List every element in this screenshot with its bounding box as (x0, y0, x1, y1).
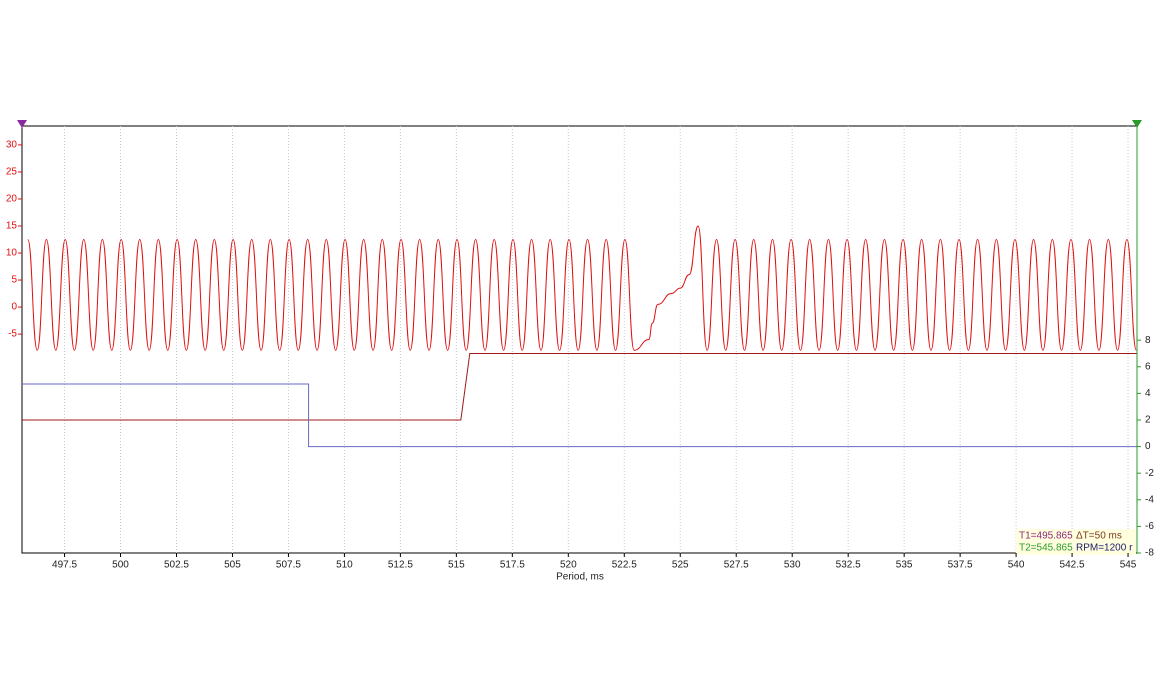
cursor-t2-marker[interactable] (1132, 120, 1142, 128)
series-line (22, 352, 1137, 421)
cursor-box (1016, 529, 1136, 555)
x-tick-label: 525 (672, 560, 689, 571)
x-tick-label: 505 (224, 560, 241, 571)
x-tick-label: 502.5 (164, 560, 189, 571)
y2-tick-label: 2 (1145, 415, 1151, 426)
x-tick-label: 512.5 (388, 560, 413, 571)
cursor-t2: T2=545.865 (1019, 543, 1073, 554)
cursor-rpm: RPM=1200 r (1076, 543, 1133, 554)
series-line (27, 225, 1137, 351)
x-tick-label: 507.5 (276, 560, 301, 571)
x-tick-label: 532.5 (836, 560, 861, 571)
cursor-t1-marker[interactable] (17, 120, 27, 128)
y2-tick-label: 6 (1145, 361, 1151, 372)
x-tick-label: 497.5 (52, 560, 77, 571)
x-tick-label: 515 (448, 560, 465, 571)
x-tick-label: 500 (112, 560, 129, 571)
y2-tick-label: -8 (1145, 548, 1154, 559)
x-tick-label: 522.5 (612, 560, 637, 571)
y2-tick-label: -2 (1145, 468, 1154, 479)
x-tick-label: 520 (560, 560, 577, 571)
x-tick-label: 542.5 (1060, 560, 1085, 571)
x-tick-label: 530 (784, 560, 801, 571)
y2-tick-label: 8 (1145, 335, 1151, 346)
y2-tick-label: -4 (1145, 494, 1154, 505)
series-line (22, 383, 1137, 448)
x-tick-label: 535 (896, 560, 913, 571)
y-tick-label: 10 (6, 248, 18, 259)
x-axis-label: Period, ms (556, 572, 604, 583)
x-tick-label: 517.5 (500, 560, 525, 571)
plot-frame (21, 125, 1138, 554)
x-tick-label: 527.5 (724, 560, 749, 571)
y-tick-label: 25 (6, 167, 18, 178)
y-tick-label: 0 (11, 302, 17, 313)
cursor-dt: ΔT=50 ms (1076, 531, 1122, 542)
y-tick-label: 5 (11, 275, 17, 286)
y2-tick-label: -6 (1145, 521, 1154, 532)
y-tick-label: 30 (6, 140, 18, 151)
y-tick-label: 20 (6, 194, 18, 205)
y-tick-label: 15 (6, 221, 18, 232)
x-tick-label: 537.5 (948, 560, 973, 571)
y-tick-label: -5 (8, 329, 17, 340)
x-tick-label: 545 (1120, 560, 1137, 571)
x-tick-label: 510 (336, 560, 353, 571)
cursor-t1: T1=495.865 (1019, 531, 1073, 542)
x-tick-label: 540 (1008, 560, 1025, 571)
y2-tick-label: 0 (1145, 441, 1151, 452)
y2-tick-label: 4 (1145, 388, 1151, 399)
